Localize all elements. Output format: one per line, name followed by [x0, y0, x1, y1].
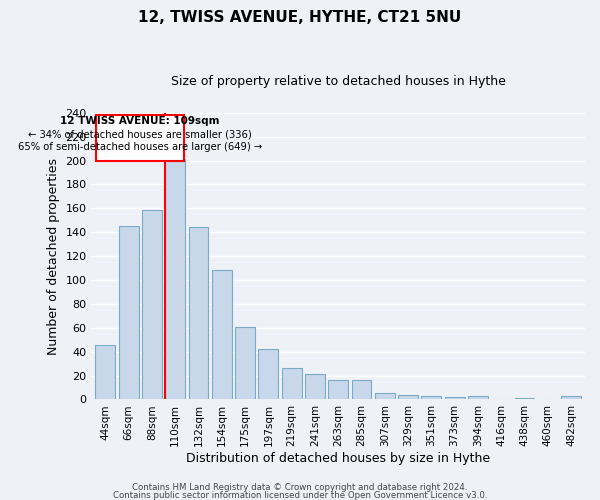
Text: 12, TWISS AVENUE, HYTHE, CT21 5NU: 12, TWISS AVENUE, HYTHE, CT21 5NU: [139, 10, 461, 25]
Text: 65% of semi-detached houses are larger (649) →: 65% of semi-detached houses are larger (…: [18, 142, 262, 152]
Text: Contains HM Land Registry data © Crown copyright and database right 2024.: Contains HM Land Registry data © Crown c…: [132, 483, 468, 492]
Bar: [212, 270, 232, 400]
Y-axis label: Number of detached properties: Number of detached properties: [47, 158, 60, 354]
Text: 12 TWISS AVENUE: 109sqm: 12 TWISS AVENUE: 109sqm: [60, 116, 220, 126]
Bar: [468, 396, 488, 400]
Bar: [561, 396, 581, 400]
Bar: [445, 397, 464, 400]
Bar: [259, 350, 278, 400]
Bar: [142, 210, 162, 400]
Bar: [95, 344, 115, 400]
Title: Size of property relative to detached houses in Hythe: Size of property relative to detached ho…: [171, 75, 506, 88]
Bar: [352, 380, 371, 400]
Bar: [119, 226, 139, 400]
Bar: [235, 326, 255, 400]
Bar: [188, 228, 208, 400]
Text: ← 34% of detached houses are smaller (336): ← 34% of detached houses are smaller (33…: [28, 130, 252, 140]
Text: Contains public sector information licensed under the Open Government Licence v3: Contains public sector information licen…: [113, 492, 487, 500]
X-axis label: Distribution of detached houses by size in Hythe: Distribution of detached houses by size …: [186, 452, 490, 465]
Bar: [375, 394, 395, 400]
Bar: [398, 394, 418, 400]
Bar: [166, 160, 185, 400]
Bar: [515, 398, 535, 400]
Bar: [421, 396, 441, 400]
Bar: [305, 374, 325, 400]
Bar: [328, 380, 348, 400]
Bar: [282, 368, 302, 400]
FancyBboxPatch shape: [96, 115, 184, 160]
